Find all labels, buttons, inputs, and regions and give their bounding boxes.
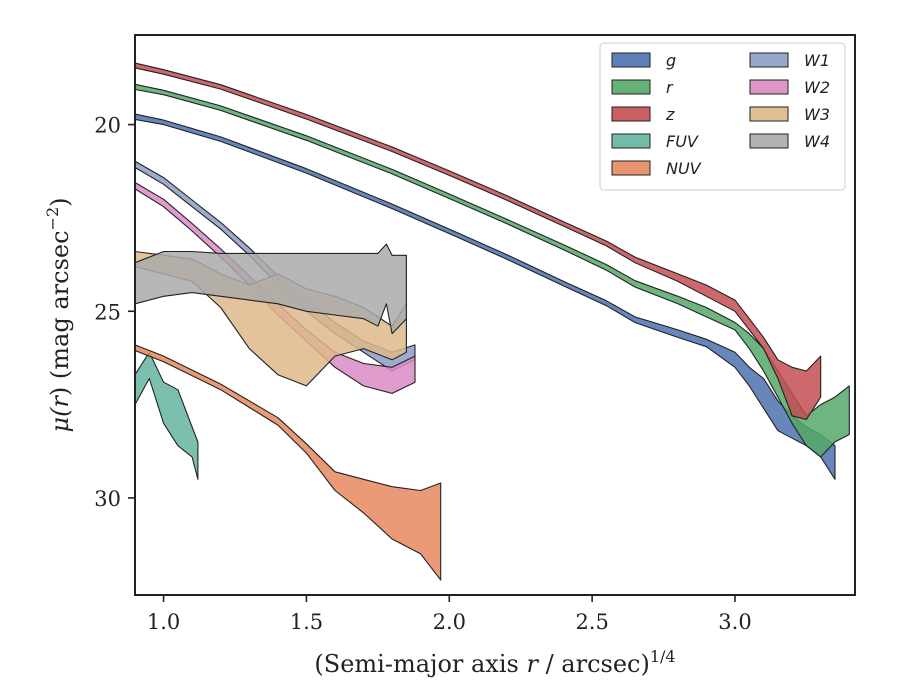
legend-entry-g: g [611,51,676,70]
x-tick-label: 3.0 [718,610,751,634]
legend-swatch [611,133,651,149]
x-tick-label: 1.5 [290,610,323,634]
plot-frame [134,34,856,596]
legend-entry-z: z [611,105,675,124]
band-z [135,62,822,421]
legend-entry-w1: W1 [749,51,830,70]
legend-label: r [666,78,674,97]
legend-label: W1 [804,51,830,70]
y-axis-ticks: 20 25 30 [94,114,135,511]
legend-label: g [666,51,676,70]
legend-label: W4 [804,132,830,151]
legend: grz FUV NUV W1 W2 W3 W4 [599,42,846,191]
legend-entry-w2: W2 [749,78,830,97]
legend-entry-r: r [611,78,674,97]
legend-swatch [749,133,789,149]
legend-label: z [665,105,675,124]
legend-entry-nuv: NUV [611,159,702,178]
legend-swatch [749,79,789,95]
band-nuv [135,344,442,581]
x-axis-title: (Semi-major axis r / arcsec)1/4 [314,647,675,678]
band-r [135,83,850,458]
legend-swatch [749,106,789,122]
legend-swatch [611,160,651,176]
y-axis-title: μ(r) (mag arcsec−2) [43,197,74,432]
y-tick-label: 25 [94,300,121,324]
legend-entry-fuv: FUV [611,132,699,151]
x-tick-label: 1.0 [147,610,180,634]
legend-label: W2 [804,78,830,97]
legend-label: NUV [666,159,702,178]
y-tick-label: 20 [94,114,121,138]
legend-swatch [611,106,651,122]
legend-label: W3 [804,105,830,124]
legend-swatch [611,79,651,95]
x-axis-ticks: 1.0 1.5 2.0 2.5 3.0 [147,595,752,634]
band-g [135,113,836,480]
legend-swatch [749,52,789,68]
legend-entry-w3: W3 [749,105,830,124]
x-tick-label: 2.0 [433,610,466,634]
legend-label: FUV [666,132,699,151]
legend-swatch [611,52,651,68]
y-tick-label: 30 [94,487,121,511]
band-w4 [135,243,407,335]
band-fuv [135,351,199,480]
x-tick-label: 2.5 [575,610,608,634]
series-bands [135,62,850,581]
legend-entry-w4: W4 [749,132,830,151]
